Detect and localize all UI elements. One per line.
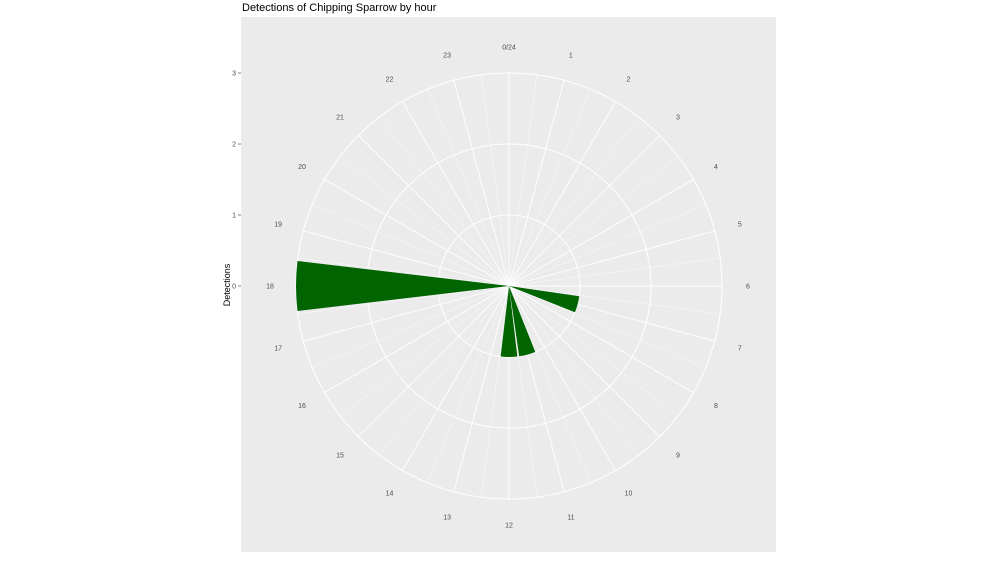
bar-hour-7 xyxy=(509,286,580,313)
grid-circle xyxy=(295,72,723,500)
hour-label: 4 xyxy=(714,164,718,171)
bar-hour-18 xyxy=(296,260,509,312)
grid-spoke-major xyxy=(508,285,617,472)
hour-label: 5 xyxy=(738,222,742,229)
y-tick-label: 0 xyxy=(232,284,236,291)
grid-spoke-minor xyxy=(426,285,510,484)
grid-spoke-major xyxy=(401,285,510,472)
grid-spoke-minor xyxy=(339,285,510,417)
hour-label: 6 xyxy=(746,284,750,291)
grid-spoke-minor xyxy=(508,285,707,369)
y-tick-label: 3 xyxy=(232,71,236,78)
hour-label: 22 xyxy=(386,77,394,84)
hour-label: 9 xyxy=(676,453,680,460)
grid-spoke-minor xyxy=(296,257,510,287)
grid-spoke-minor xyxy=(378,285,510,456)
hour-label: 20 xyxy=(298,164,306,171)
grid-spoke-major xyxy=(357,285,510,438)
grid-spoke-major xyxy=(453,285,510,493)
hour-label: 18 xyxy=(266,284,274,291)
grid-spoke-major xyxy=(508,100,617,287)
hour-label: 2 xyxy=(627,77,631,84)
grid-spoke-minor xyxy=(480,73,510,287)
y-tick-label: 2 xyxy=(232,142,236,149)
hour-label: 19 xyxy=(274,222,282,229)
hour-label: 15 xyxy=(336,453,344,460)
hour-label: 12 xyxy=(505,523,513,530)
grid-spoke-major xyxy=(508,285,695,394)
grid-spoke-major xyxy=(302,230,510,287)
grid-spoke-major xyxy=(302,285,510,342)
grid-spoke-major xyxy=(323,178,510,287)
grid-spoke-minor xyxy=(508,73,538,287)
grid-spoke-major xyxy=(508,79,565,287)
grid-spoke-minor xyxy=(508,257,722,287)
hour-label: 16 xyxy=(298,403,306,410)
grid-spoke-minor xyxy=(508,285,679,417)
hour-labels-layer: 0/24123456789101112131415161718192021222… xyxy=(266,45,750,530)
grid-spoke-minor xyxy=(378,116,510,287)
hour-label: 10 xyxy=(625,490,633,497)
grid-spoke-minor xyxy=(508,285,538,499)
bar-hour-12 xyxy=(500,286,518,358)
hour-label: 13 xyxy=(443,514,451,521)
grid-spoke-minor xyxy=(311,285,510,369)
chart-title: Detections of Chipping Sparrow by hour xyxy=(242,2,437,14)
y-axis-title: Detections xyxy=(222,263,232,306)
hour-label: 17 xyxy=(274,345,282,352)
y-axis-layer: 0 1 2 3 xyxy=(232,71,241,291)
grid-spoke-minor xyxy=(508,203,707,287)
bar-hour-11 xyxy=(509,286,536,357)
grid-spoke-major xyxy=(323,285,510,394)
grid-spoke-major xyxy=(357,134,510,287)
grid-spoke-minor xyxy=(480,285,510,499)
grid-spoke-minor xyxy=(508,155,679,287)
grid-spoke-major xyxy=(508,178,695,287)
bars-layer xyxy=(296,260,580,358)
hour-label: 11 xyxy=(567,514,574,521)
y-tick-label: 1 xyxy=(232,213,236,220)
grid-spoke-major xyxy=(401,100,510,287)
hour-label: 3 xyxy=(676,115,680,122)
grid-spoke-major xyxy=(508,134,661,287)
hour-label: 1 xyxy=(569,53,573,60)
hour-label: 23 xyxy=(443,53,451,60)
hour-label: 14 xyxy=(386,490,394,497)
grid-spoke-major xyxy=(453,79,510,287)
grid-spoke-minor xyxy=(508,285,722,315)
grid-spoke-minor xyxy=(426,88,510,287)
hour-label: 8 xyxy=(714,403,718,410)
hour-label: 0/24 xyxy=(502,45,516,52)
grid-spoke-minor xyxy=(508,285,640,456)
grid-spoke-minor xyxy=(508,88,592,287)
grid-spoke-minor xyxy=(508,116,640,287)
grid-spoke-major xyxy=(508,230,716,287)
hour-label: 7 xyxy=(738,345,742,352)
grid-spoke-minor xyxy=(296,285,510,315)
grid-spoke-minor xyxy=(311,203,510,287)
grid-spoke-minor xyxy=(339,155,510,287)
grid-spoke-major xyxy=(508,285,661,438)
hour-label: 21 xyxy=(336,115,344,122)
grid-spoke-minor xyxy=(508,285,592,484)
